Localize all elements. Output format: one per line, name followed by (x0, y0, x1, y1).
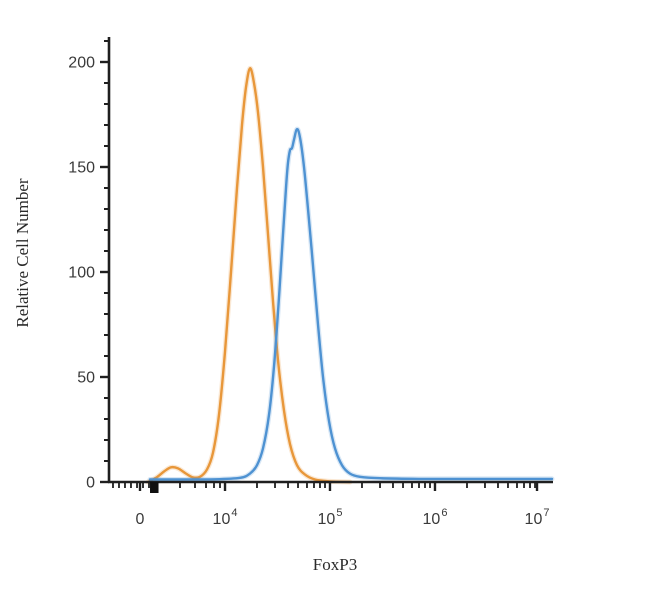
y-tick-label: 200 (68, 55, 95, 72)
y-tick-label: 0 (86, 475, 95, 492)
x-tick-label: 106 (423, 507, 448, 528)
y-axis-title: Relative Cell Number (13, 178, 32, 328)
blue-curve-halo (147, 126, 555, 482)
x-tick-exponent: 6 (441, 507, 447, 519)
x-tick-label: 107 (525, 507, 550, 528)
x-tick-label: 104 (213, 507, 238, 528)
x-tick-exponent: 5 (336, 507, 342, 519)
y-tick-label: 150 (68, 160, 95, 177)
orange-curve-halo (145, 65, 353, 485)
x-tick-exponent: 4 (231, 507, 237, 519)
x-axis-bold-marker (150, 482, 159, 493)
x-tick-label: 105 (318, 507, 343, 528)
y-tick-label: 50 (77, 370, 95, 387)
orange-curve (146, 67, 352, 484)
y-tick-label: 100 (68, 265, 95, 282)
generated-chart-layer: 200 150 100 50 0 0 104 105 106 107 (68, 37, 555, 528)
x-axis-title: FoxP3 (313, 555, 357, 574)
blue-curve (148, 127, 554, 481)
x-tick-label: 0 (136, 511, 145, 528)
x-tick-exponent: 7 (543, 507, 549, 519)
